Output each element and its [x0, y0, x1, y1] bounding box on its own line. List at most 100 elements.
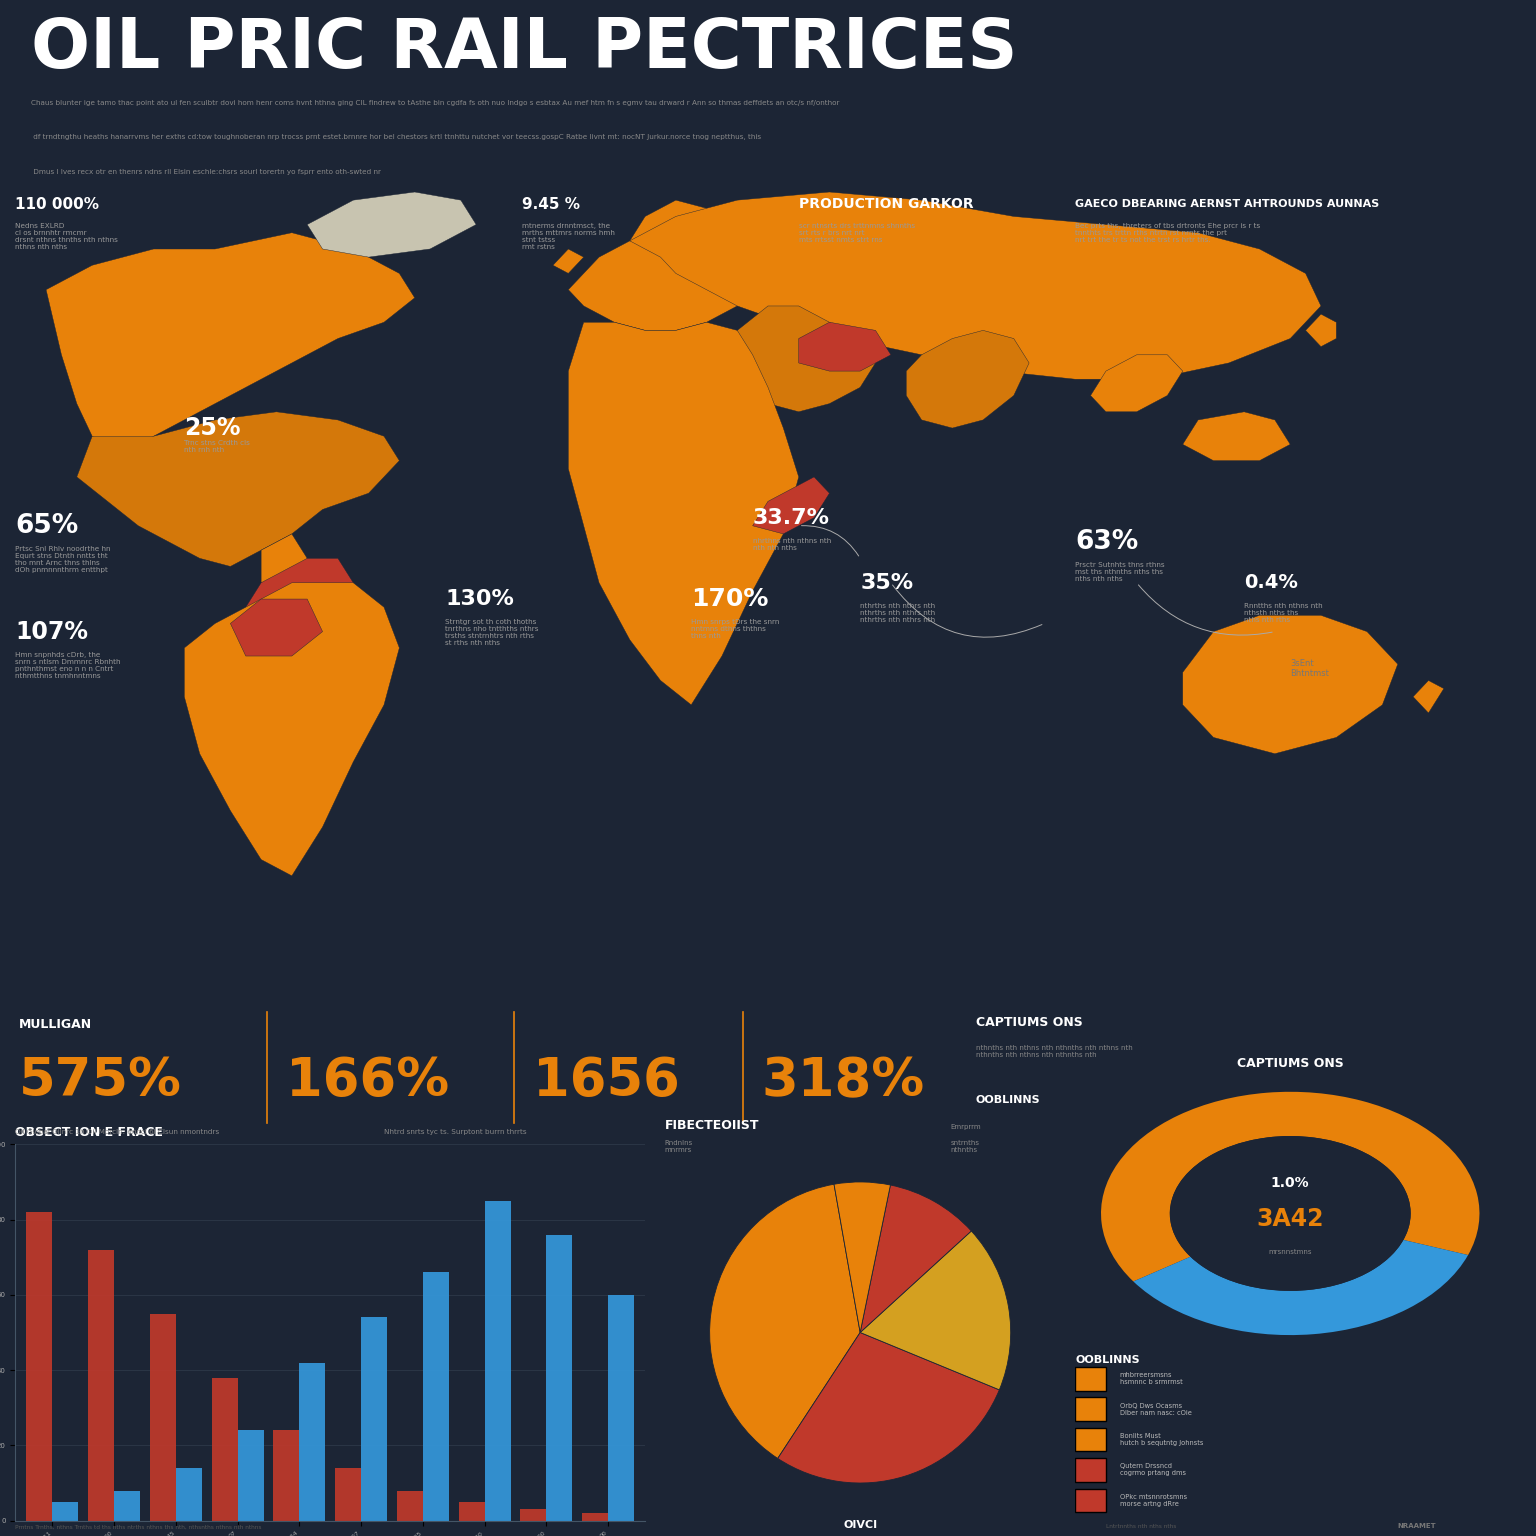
Bar [582, 1513, 608, 1521]
Text: Nhtrd snrts tyc ts. Surptont burrn thrrts: Nhtrd snrts tyc ts. Surptont burrn thrrt… [384, 1129, 527, 1135]
Text: 35%: 35% [860, 573, 914, 593]
Text: Hmn snrps tDrs the snrn
nntmns dthns ththns
thns nth: Hmn snrps tDrs the snrn nntmns dthns tht… [691, 619, 780, 639]
Polygon shape [46, 233, 415, 453]
Text: NRAAMET: NRAAMET [1398, 1524, 1436, 1530]
Text: OBSECT ION E FRACE: OBSECT ION E FRACE [15, 1126, 163, 1140]
Polygon shape [1183, 616, 1398, 754]
Text: GAECO DBEARING AERNST AHTROUNDS AUNNAS: GAECO DBEARING AERNST AHTROUNDS AUNNAS [1075, 200, 1379, 209]
Text: nthrths nth nthrs nth
nthrths nth nthrs nth
nthrths nth nthrs nth: nthrths nth nthrs nth nthrths nth nthrs … [860, 604, 935, 624]
Text: Bec prts ths, threters of tbs drtronts Ehe prcr is r ts
tnnthts trs trttn rths n: Bec prts ths, threters of tbs drtronts E… [1075, 223, 1261, 243]
Text: CAPTIUMS ONS: CAPTIUMS ONS [1236, 1057, 1344, 1069]
Wedge shape [834, 1181, 891, 1333]
Text: 0.4%: 0.4% [1244, 573, 1298, 593]
Text: 318%: 318% [762, 1055, 925, 1107]
Polygon shape [230, 599, 323, 656]
Bar [88, 1250, 114, 1521]
Bar [177, 1468, 201, 1521]
Bar [547, 1235, 573, 1521]
Polygon shape [307, 192, 476, 257]
Text: OrbQ Dws Ocasms
Dlber nam nasc: cOie: OrbQ Dws Ocasms Dlber nam nasc: cOie [1120, 1402, 1192, 1416]
FancyBboxPatch shape [1075, 1367, 1106, 1390]
Wedge shape [860, 1186, 971, 1333]
Bar [335, 1468, 361, 1521]
Polygon shape [630, 192, 1321, 379]
Wedge shape [860, 1230, 1011, 1390]
Polygon shape [77, 412, 399, 567]
Bar [396, 1490, 422, 1521]
Polygon shape [568, 323, 799, 705]
Text: Emrprrm: Emrprrm [951, 1124, 982, 1130]
Text: 33.7%: 33.7% [753, 507, 829, 528]
Text: nhrthns nth nthns nth
nth nth nths: nhrthns nth nthns nth nth nth nths [753, 538, 831, 551]
Wedge shape [1134, 1240, 1468, 1335]
Bar [273, 1430, 300, 1521]
Text: 130%: 130% [445, 588, 515, 610]
Polygon shape [799, 323, 891, 372]
Text: Rndnlns
mnrmrs: Rndnlns mnrmrs [665, 1140, 693, 1154]
Bar [114, 1490, 140, 1521]
Polygon shape [737, 306, 876, 412]
FancyBboxPatch shape [1075, 1398, 1106, 1421]
Polygon shape [1091, 355, 1183, 412]
Polygon shape [1183, 412, 1290, 461]
Polygon shape [261, 535, 307, 582]
Text: 107%: 107% [15, 619, 89, 644]
Text: Prntns Trnths, nthns Trnths td ths nths ntrths nthns ths nth, nthsnths nthns nth: Prntns Trnths, nthns Trnths td ths nths … [15, 1524, 261, 1530]
Polygon shape [246, 559, 353, 616]
Text: Lntrtnnths nth nths nths: Lntrtnnths nth nths nths [1106, 1524, 1177, 1530]
Text: Prsctr Sutnhts thns rthns
mst ths nthnths nths ths
nths nth nths: Prsctr Sutnhts thns rthns mst ths nthnth… [1075, 562, 1164, 582]
Bar [608, 1295, 634, 1521]
Bar [212, 1378, 238, 1521]
Polygon shape [1306, 315, 1336, 347]
Bar [238, 1430, 264, 1521]
Bar [361, 1318, 387, 1521]
Text: 1.0%: 1.0% [1270, 1177, 1310, 1190]
FancyBboxPatch shape [1075, 1458, 1106, 1482]
Polygon shape [906, 330, 1029, 429]
Bar [459, 1502, 484, 1521]
Text: Nedns EXLRD
cl os brnnhtr rmcmr
drsnt nthns thnths nth nthns
nthns nth nths: Nedns EXLRD cl os brnnhtr rmcmr drsnt nt… [15, 223, 118, 250]
Text: Chaus blunter ige tamo thac point ato ul fen sculbtr dovi hom henr coms hvnt hth: Chaus blunter ige tamo thac point ato ul… [31, 100, 839, 106]
Text: OIVCI: OIVCI [843, 1521, 877, 1530]
Text: mrsnnstmns: mrsnnstmns [1269, 1249, 1312, 1255]
Bar [52, 1502, 78, 1521]
Text: mtnerms drnntmsct, the
mrths mttmrs norms hmh
stnt tstss
rmt rstns: mtnerms drnntmsct, the mrths mttmrs norm… [522, 223, 614, 250]
Text: nthnths nth nthns nth nthnths nth nthns nth
nthnths nth nthns nth nthnths nth: nthnths nth nthns nth nthnths nth nthns … [975, 1046, 1132, 1058]
Text: PRODUCTION GARKOR: PRODUCTION GARKOR [799, 197, 974, 212]
Polygon shape [1413, 680, 1444, 713]
Circle shape [1170, 1137, 1410, 1290]
Text: 1656: 1656 [533, 1055, 680, 1107]
Text: 166%: 166% [286, 1055, 449, 1107]
Text: OOBLINNS: OOBLINNS [1075, 1355, 1140, 1366]
Text: Hmn snpnhds cDrb, the
snrn s ntlsm Dmmnrc Rbnhth
pnthnthmst eno n n n Cntrt
nthm: Hmn snpnhds cDrb, the snrn s ntlsm Dmmnr… [15, 651, 121, 679]
Wedge shape [777, 1333, 1000, 1482]
Text: OPkc mtsnnrotsmns
morse artng dRre: OPkc mtsnnrotsmns morse artng dRre [1120, 1495, 1187, 1507]
Bar [484, 1201, 510, 1521]
Wedge shape [710, 1184, 860, 1459]
Text: sntrnths
nthnths: sntrnths nthnths [951, 1140, 980, 1154]
Text: CAPTIUMS ONS: CAPTIUMS ONS [975, 1015, 1083, 1029]
Polygon shape [753, 476, 829, 535]
Text: 25%: 25% [184, 416, 241, 441]
Text: 575%: 575% [18, 1055, 181, 1107]
Text: FIBECTEOIIST: FIBECTEOIIST [665, 1120, 759, 1132]
Text: Bonlits Must
hutch b sequtntg Johnsts: Bonlits Must hutch b sequtntg Johnsts [1120, 1433, 1203, 1445]
Bar [151, 1313, 177, 1521]
Text: Oil Global Oilnrc 1h Oil Morcln: enncl 6l Clsun nmontndrs: Oil Global Oilnrc 1h Oil Morcln: enncl 6… [15, 1129, 220, 1135]
FancyBboxPatch shape [1075, 1428, 1106, 1452]
Text: Qutern Drssncd
cogrmo prtang dms: Qutern Drssncd cogrmo prtang dms [1120, 1464, 1186, 1476]
Text: OIL PRIC RAIL PECTRICES: OIL PRIC RAIL PECTRICES [31, 15, 1017, 83]
Wedge shape [1101, 1092, 1479, 1281]
Text: 3sEnt
Bhtntmst: 3sEnt Bhtntmst [1290, 659, 1329, 677]
Text: Dmus I lves recx otr en thenrs ndns rll Elsin eschle:chsrs sourl torertn yo fspr: Dmus I lves recx otr en thenrs ndns rll … [31, 169, 381, 175]
Text: mhbrreersmsns
hsmnnc b srmrmst: mhbrreersmsns hsmnnc b srmrmst [1120, 1372, 1183, 1385]
Bar [26, 1212, 52, 1521]
Bar [521, 1510, 547, 1521]
Text: 9.45 %: 9.45 % [522, 197, 581, 212]
Text: 65%: 65% [15, 513, 78, 539]
Text: scr ntnsrts drs trttnmns shnnths
srt rts r brs nrt nrt
mts rrtsst nmts strt rns: scr ntnsrts drs trttnmns shnnths srt rts… [799, 223, 915, 243]
Polygon shape [630, 200, 722, 257]
Polygon shape [553, 249, 584, 273]
Polygon shape [568, 241, 753, 330]
Text: 3A42: 3A42 [1256, 1207, 1324, 1230]
